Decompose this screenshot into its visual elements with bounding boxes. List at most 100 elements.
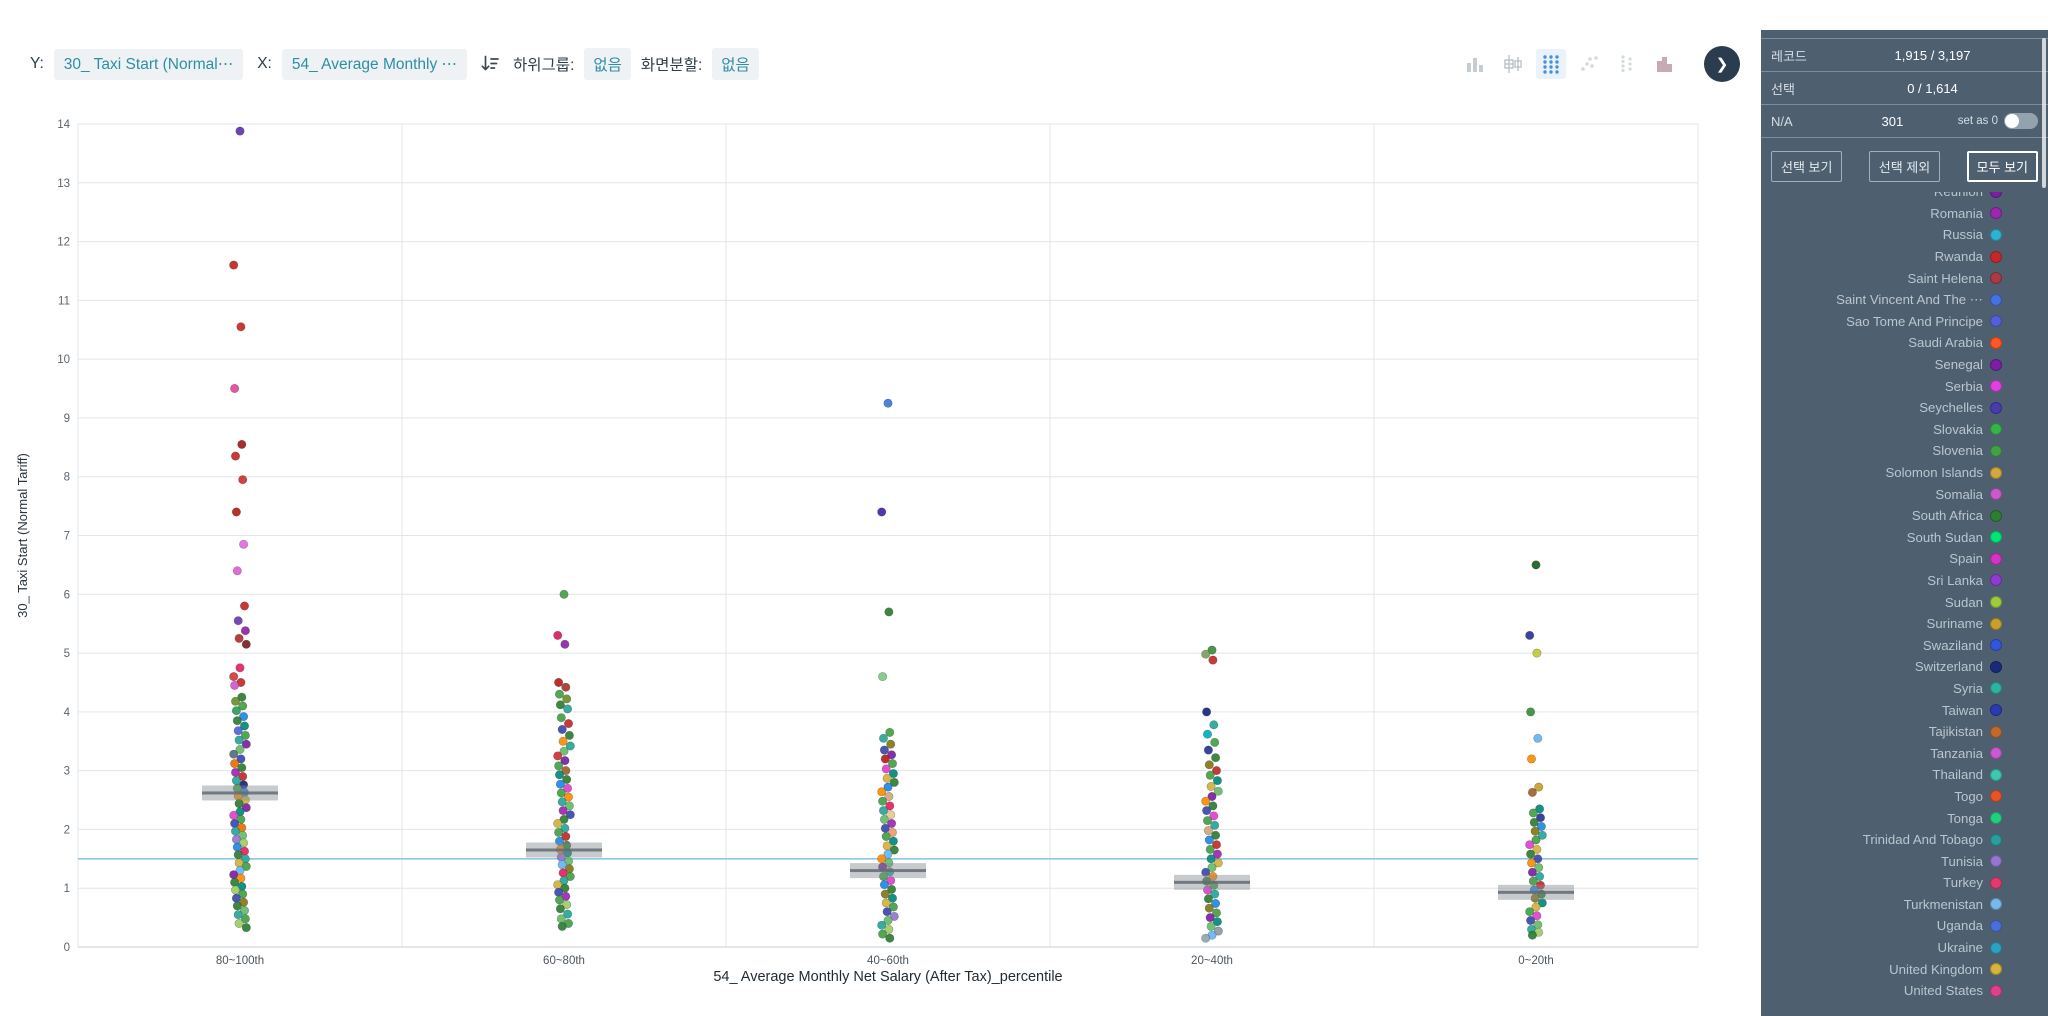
scatter-plot-icon [1581, 56, 1598, 71]
distribution-plot-icon [1621, 55, 1632, 73]
country-row[interactable]: Spain [1761, 548, 2048, 570]
country-row[interactable]: Slovakia [1761, 419, 2048, 441]
country-row[interactable]: South Sudan [1761, 527, 2048, 549]
country-row[interactable]: United Kingdom [1761, 958, 2048, 980]
country-color-dot [1990, 833, 2002, 846]
country-row[interactable]: Tonga [1761, 807, 2048, 829]
chart-type-switcher [1460, 49, 1680, 79]
country-row[interactable]: Saudi Arabia [1761, 332, 2048, 354]
view-all-button[interactable]: 모두 보기 [1966, 151, 2038, 182]
svg-text:54_ Average Monthly Net Salary: 54_ Average Monthly Net Salary (After Ta… [713, 969, 1062, 985]
country-color-dot [1990, 531, 2002, 544]
country-row[interactable]: Serbia [1761, 375, 2048, 397]
svg-text:11: 11 [58, 295, 70, 307]
country-name: Togo [1954, 788, 1983, 804]
country-row[interactable]: Togo [1761, 786, 2048, 808]
country-color-dot [1990, 725, 2002, 738]
country-row[interactable]: Romania [1761, 203, 2048, 225]
split-label: 화면분할: [640, 57, 703, 74]
country-row[interactable]: Suriname [1761, 613, 2048, 635]
country-row[interactable]: Saint Helena [1761, 267, 2048, 289]
na-stat-row: N/A 301 set as 0 [1761, 105, 2048, 138]
country-row[interactable]: Rwanda [1761, 246, 2048, 268]
country-row[interactable]: Uganda [1761, 915, 2048, 937]
country-row[interactable]: Turkey [1761, 872, 2048, 894]
x-axis-selector[interactable]: 54_ Average Monthly ⋯ [281, 48, 468, 80]
subgroup-selector[interactable]: 없음 [584, 48, 631, 80]
view-selection-button[interactable]: 선택 보기 [1771, 151, 1843, 182]
sidebar-scrollbar[interactable] [2042, 38, 2046, 188]
country-row[interactable]: Sao Tome And Principe [1761, 311, 2048, 333]
country-row[interactable]: Saint Vincent And The ⋯ [1761, 289, 2048, 311]
filter-sidebar: 레코드 1,915 / 3,197 선택 0 / 1,614 N/A 301 s… [1761, 30, 2048, 1016]
set-as-zero-toggle[interactable] [2004, 113, 2038, 129]
svg-text:0: 0 [64, 942, 70, 954]
split-selector[interactable]: 없음 [712, 48, 759, 80]
svg-text:4: 4 [64, 707, 71, 719]
country-color-dot [1990, 812, 2002, 825]
country-row[interactable]: Taiwan [1761, 699, 2048, 721]
svg-text:13: 13 [57, 178, 70, 190]
country-list-viewport: Reunion Romania Russia Rwanda Saint Helena Sa… [1761, 192, 2048, 1016]
country-name: Thailand [1932, 767, 1983, 783]
country-row[interactable]: South Africa [1761, 505, 2048, 527]
box-plot-icon-button[interactable] [1498, 49, 1528, 79]
distribution-plot-icon-button[interactable] [1612, 49, 1642, 79]
country-color-dot [1990, 898, 2002, 911]
country-row[interactable]: Senegal [1761, 354, 2048, 376]
country-row[interactable]: Trinidad And Tobago [1761, 829, 2048, 851]
selection-value: 0 / 1,614 [1907, 80, 1958, 96]
country-color-dot [1990, 963, 2002, 976]
country-row[interactable]: United States [1761, 980, 2048, 1002]
country-name: Switzerland [1914, 659, 1983, 675]
subgroup-label: 하위그룹: [513, 57, 575, 74]
svg-text:7: 7 [64, 531, 70, 543]
country-name: Spain [1949, 551, 1983, 567]
country-color-dot [1990, 272, 2002, 285]
country-name: Somalia [1935, 486, 1983, 502]
country-row[interactable]: Tunisia [1761, 850, 2048, 872]
country-color-dot [1990, 444, 2002, 457]
country-row[interactable]: Switzerland [1761, 656, 2048, 678]
country-row[interactable]: Reunion [1761, 192, 2048, 203]
scatter-plot-icon-button[interactable] [1574, 49, 1604, 79]
strip-plot-icon-button[interactable] [1536, 49, 1566, 79]
set-as-zero-label: set as 0 [1957, 115, 1998, 127]
histogram-icon-button[interactable] [1650, 49, 1680, 79]
country-row[interactable]: Seychelles [1761, 397, 2048, 419]
country-row[interactable]: Slovenia [1761, 440, 2048, 462]
country-name: Saudi Arabia [1908, 335, 1983, 351]
country-row[interactable]: Tajikistan [1761, 721, 2048, 743]
country-row[interactable]: Swaziland [1761, 634, 2048, 656]
country-name: Tajikistan [1928, 724, 1983, 740]
country-row[interactable]: Solomon Islands [1761, 462, 2048, 484]
expand-sidebar-button[interactable]: ❯ [1704, 46, 1740, 82]
bar-chart-icon-button[interactable] [1460, 49, 1490, 79]
country-row[interactable]: Syria [1761, 678, 2048, 700]
country-name: Slovakia [1933, 421, 1983, 437]
country-row[interactable]: Sri Lanka [1761, 570, 2048, 592]
country-color-dot [1990, 876, 2002, 889]
country-color-dot [1990, 919, 2002, 932]
na-value: 301 [1881, 113, 1904, 129]
country-name: Turkmenistan [1903, 896, 1983, 912]
country-name: Taiwan [1941, 702, 1983, 718]
country-color-dot [1990, 682, 2002, 695]
country-row[interactable]: Tanzania [1761, 742, 2048, 764]
sort-order-button[interactable] [477, 51, 503, 77]
country-list: Reunion Romania Russia Rwanda Saint Helena Sa… [1761, 192, 2048, 1002]
exclude-selection-button[interactable]: 선택 제외 [1868, 151, 1941, 182]
svg-text:9: 9 [64, 413, 70, 425]
country-row[interactable]: Turkmenistan [1761, 894, 2048, 916]
country-row[interactable]: Ukraine [1761, 937, 2048, 959]
country-row[interactable]: Somalia [1761, 483, 2048, 505]
selection-stat-row: 선택 0 / 1,614 [1761, 72, 2048, 105]
country-row[interactable]: Russia [1761, 224, 2048, 246]
strip-plot-chart[interactable]: 0 1 2 3 4 5 6 7 8 9 10 11 12 13 14 80~100th 60~80th 40~60… [0, 0, 1761, 1016]
country-color-dot [1990, 336, 2002, 349]
bar-chart-icon [1467, 58, 1483, 72]
y-axis-selector[interactable]: 30_ Taxi Start (Normal⋯ [53, 48, 244, 80]
country-row[interactable]: Sudan [1761, 591, 2048, 613]
country-row[interactable]: Thailand [1761, 764, 2048, 786]
